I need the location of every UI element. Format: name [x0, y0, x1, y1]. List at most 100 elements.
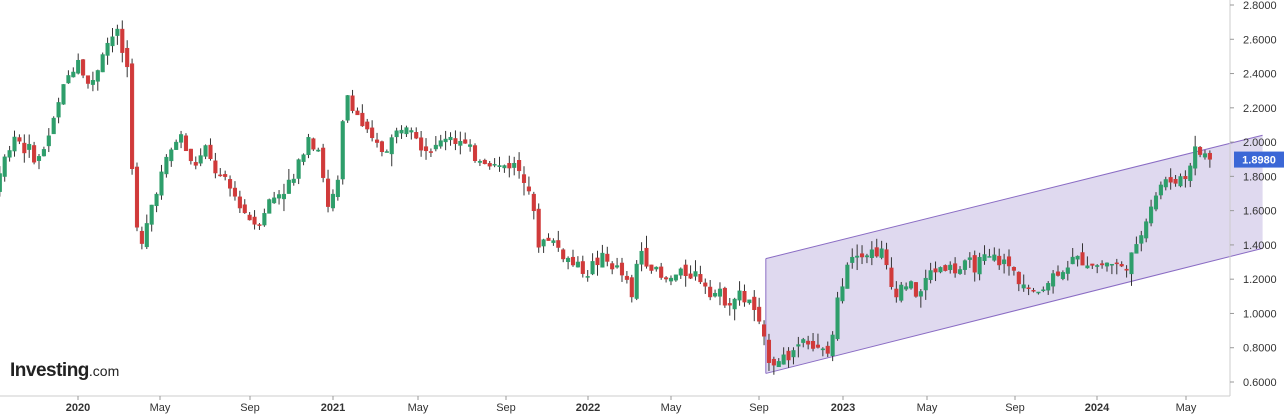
candle-body — [174, 141, 179, 150]
candle-body — [257, 224, 262, 226]
candle-body — [1016, 271, 1021, 285]
candle-body — [61, 84, 66, 105]
candle-body — [193, 162, 198, 166]
logo-brand-text: Investing — [10, 360, 89, 381]
candle-body — [918, 291, 923, 297]
candle-body — [904, 286, 909, 290]
candle-body — [130, 63, 135, 169]
candle-body — [693, 271, 698, 277]
candle-body — [615, 265, 620, 268]
candle-body — [267, 199, 272, 214]
candle-body — [879, 248, 884, 258]
candle-body — [321, 147, 326, 178]
candle-body — [806, 340, 811, 345]
candle-body — [541, 239, 546, 247]
candle-body — [252, 216, 257, 225]
candle-body — [953, 263, 958, 274]
candle-body — [1119, 264, 1124, 267]
y-tick-label: 1.4000 — [1243, 240, 1277, 252]
candle-body — [820, 348, 825, 351]
candle-body — [95, 70, 100, 82]
candle-body — [982, 254, 987, 261]
candle-body — [277, 194, 282, 199]
candle-body — [590, 261, 595, 275]
candle-body — [600, 252, 605, 268]
candle-body — [482, 159, 487, 165]
candle-body — [737, 290, 742, 301]
candle-body — [448, 136, 453, 141]
candle-body — [1095, 265, 1100, 267]
candle-body — [972, 255, 977, 273]
candle-body — [291, 178, 296, 183]
x-tick-label: 2021 — [321, 402, 345, 414]
candle-body — [404, 127, 409, 135]
candle-body — [1080, 252, 1085, 266]
candle-body — [605, 253, 610, 262]
candle-body — [110, 36, 115, 47]
candle-body — [913, 282, 918, 297]
candle-body — [281, 193, 287, 200]
candle-body — [570, 256, 576, 266]
candle-body — [1129, 252, 1134, 275]
candle-body — [433, 144, 438, 150]
candle-body — [423, 146, 429, 152]
candle-body — [379, 141, 384, 152]
x-tick-label: 2022 — [576, 402, 600, 414]
candle-body — [1139, 235, 1144, 244]
channel-upper-line — [765, 134, 1263, 260]
x-tick-label: May — [408, 402, 429, 414]
candle-body — [1183, 176, 1188, 180]
candle-body — [1026, 287, 1031, 289]
candle-body — [41, 149, 46, 157]
candle-body — [908, 281, 914, 289]
candle-body — [634, 263, 639, 299]
regression-channel — [765, 134, 1263, 374]
candle-body — [757, 306, 762, 322]
candle-body — [12, 136, 17, 152]
candle-body — [556, 240, 561, 248]
candle-body — [1036, 291, 1041, 294]
candle-body — [335, 179, 340, 198]
candle-body — [350, 95, 355, 111]
candle-body — [649, 264, 654, 271]
candle-body — [1104, 262, 1110, 267]
candle-body — [71, 71, 76, 78]
candle-body — [419, 137, 424, 151]
candle-body — [169, 149, 174, 162]
candle-body — [595, 257, 600, 266]
candle-body — [384, 151, 389, 153]
candle-body — [610, 263, 615, 270]
candle-body — [923, 277, 928, 291]
candle-body — [825, 345, 830, 354]
candle-body — [468, 144, 473, 147]
candle-body — [164, 156, 169, 175]
candle-body — [928, 270, 933, 280]
candle-body — [311, 138, 316, 150]
candle-body — [855, 255, 860, 258]
candle-body — [1031, 290, 1036, 292]
candle-body — [262, 213, 267, 226]
candle-body — [1100, 263, 1105, 266]
candle-body — [154, 193, 159, 207]
candle-body — [272, 197, 277, 204]
candle-body — [967, 257, 972, 260]
candle-body — [1168, 177, 1173, 183]
candle-body — [830, 334, 835, 356]
candle-body — [76, 59, 81, 74]
candle-body — [228, 179, 233, 189]
candle-body — [301, 154, 306, 162]
candle-body — [1041, 289, 1046, 291]
candle-body — [713, 292, 718, 297]
candle-body — [933, 268, 938, 273]
candle-body — [938, 267, 943, 273]
candle-body — [1202, 153, 1208, 158]
candle-body — [134, 166, 140, 228]
candle-body — [747, 299, 752, 304]
last-price-label: 1.8980 — [1242, 155, 1276, 167]
candle-body — [428, 151, 433, 153]
candle-body — [1173, 178, 1178, 184]
candle-body — [149, 204, 154, 225]
y-tick-label: 2.6000 — [1243, 34, 1277, 46]
